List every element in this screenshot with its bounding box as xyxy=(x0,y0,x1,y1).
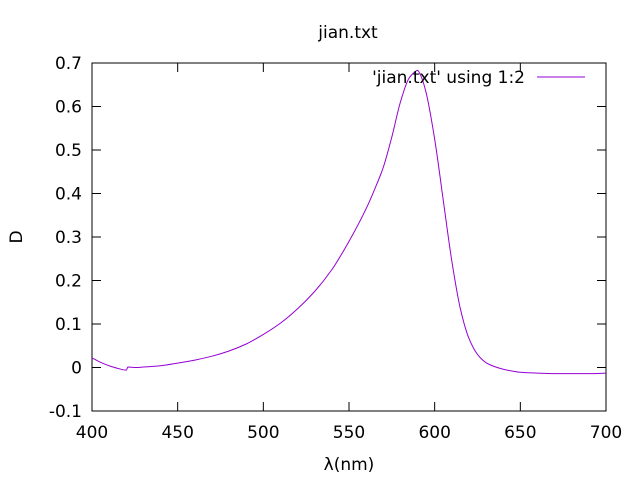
y-tick-label: 0.5 xyxy=(55,141,82,161)
y-tick-label: 0.4 xyxy=(55,185,82,205)
y-tick-label: 0.1 xyxy=(55,315,82,335)
plot-frame xyxy=(91,62,607,412)
legend: 'jian.txt' using 1:2 xyxy=(372,68,585,88)
y-axis: -0.1 0 0.1 0.2 0.3 0.4 0.5 0.6 0.7 xyxy=(49,54,606,422)
y-tick-label: 0.2 xyxy=(55,272,82,292)
y-tick-label: 0 xyxy=(71,359,82,379)
x-tick-label: 650 xyxy=(504,423,536,443)
y-tick-label: 0.7 xyxy=(55,54,82,74)
x-tick-label: 400 xyxy=(76,423,108,443)
x-tick-label: 500 xyxy=(247,423,279,443)
y-tick-label: 0.3 xyxy=(55,228,82,248)
x-tick-label: 550 xyxy=(333,423,365,443)
y-tick-label: -0.1 xyxy=(49,402,82,422)
plot-area xyxy=(91,69,607,375)
legend-label: 'jian.txt' using 1:2 xyxy=(372,68,525,88)
x-tick-label: 600 xyxy=(418,423,450,443)
y-axis-label: D xyxy=(7,230,27,243)
x-axis: 400 450 500 550 600 650 700 xyxy=(76,63,622,443)
series-line xyxy=(91,69,607,375)
x-tick-label: 700 xyxy=(590,423,622,443)
y-tick-label: 0.6 xyxy=(55,98,82,118)
x-tick-label: 450 xyxy=(161,423,193,443)
chart-title: jian.txt xyxy=(317,23,378,43)
x-axis-label: λ(nm) xyxy=(324,455,375,475)
